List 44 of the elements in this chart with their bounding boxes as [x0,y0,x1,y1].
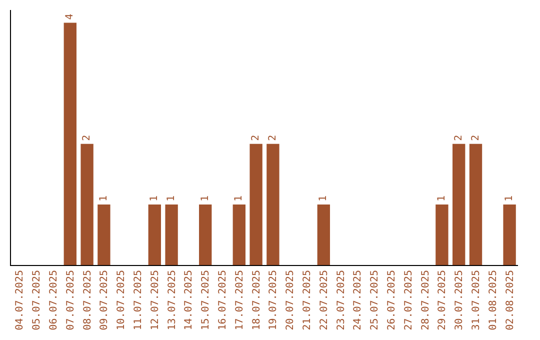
data-label: 2 [453,134,464,141]
data-label: 1 [504,195,516,202]
x-tick-label: 29.07.2025 [437,270,448,330]
x-tick-label: 26.07.2025 [386,270,398,330]
x-tick-label: 23.07.2025 [336,270,347,330]
data-label: 1 [200,195,211,202]
data-label: 2 [267,134,278,141]
x-tick-label: 20.07.2025 [285,270,296,330]
x-tick-label: 22.07.2025 [318,270,330,330]
data-label: 2 [250,134,262,141]
x-tick-label: 18.07.2025 [251,270,262,330]
x-tick-label: 04.07.2025 [14,270,26,330]
x-tick-label: 24.07.2025 [352,270,364,330]
x-tick-label: 31.07.2025 [471,270,482,330]
data-label: 1 [149,195,160,202]
x-tick-label: 16.07.2025 [218,270,228,330]
data-label: 4 [64,14,76,20]
x-tick-label: 17.07.2025 [234,270,246,330]
x-tick-label: 02.08.2025 [504,270,516,330]
x-tick-label: 14.07.2025 [184,270,195,330]
x-tick-label: 08.07.2025 [82,270,94,330]
data-label: 2 [470,134,482,141]
x-tick-label: 13.07.2025 [166,270,178,330]
x-tick-label: 09.07.2025 [99,270,110,330]
x-tick-label: 27.07.2025 [403,270,414,330]
x-tick-label: 12.07.2025 [150,270,161,330]
x-tick-label: 28.07.2025 [420,270,432,330]
x-tick-label: 11.07.2025 [133,270,144,330]
x-tick-label: 06.07.2025 [48,270,60,330]
data-label: 1 [98,195,110,202]
x-tick-label: 21.07.2025 [302,270,313,330]
data-label: 1 [234,195,245,202]
x-tick-label: 25.07.2025 [370,270,381,330]
data-label: 1 [166,195,178,202]
data-label: 1 [436,195,448,202]
x-tick-label: 15.07.2025 [200,270,212,330]
data-label: 2 [82,134,93,141]
x-tick-label: 30.07.2025 [454,270,466,330]
x-tick-label: 01.08.2025 [488,270,499,330]
x-tick-label: 10.07.2025 [116,270,128,330]
x-tick-label: 19.07.2025 [268,270,280,330]
x-tick-label: 05.07.2025 [32,270,43,330]
x-tick-label: 07.07.2025 [65,270,76,330]
data-label: 1 [318,195,330,202]
